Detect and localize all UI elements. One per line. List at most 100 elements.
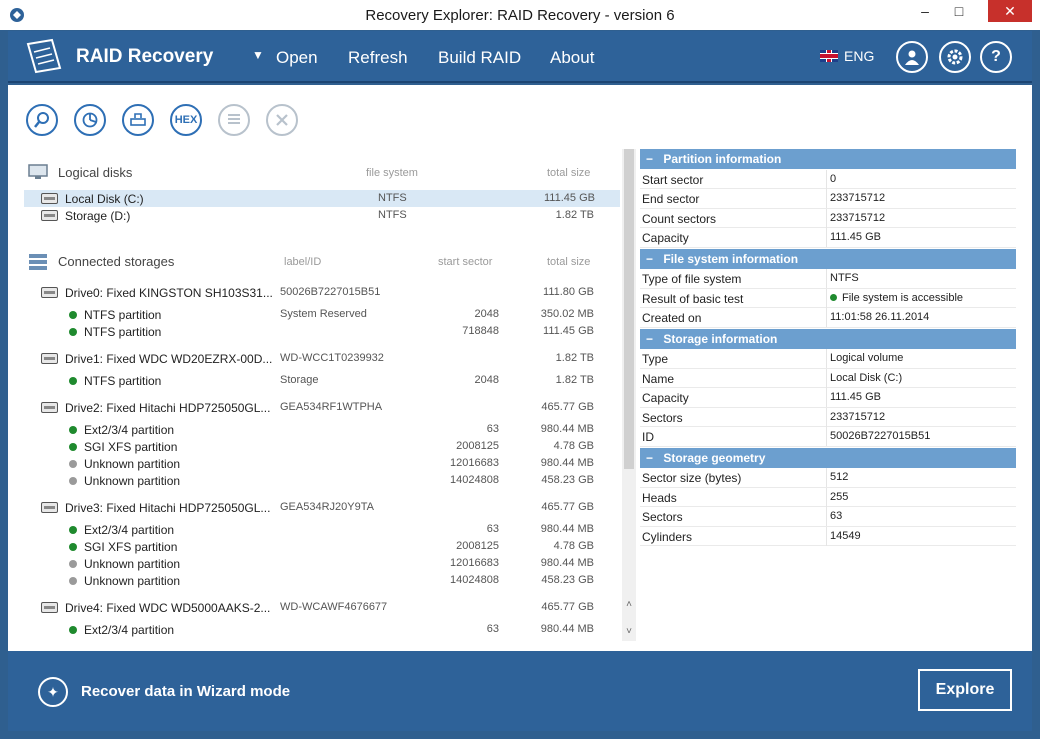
partition-row[interactable]: SGI XFS partition 2008125 4.78 GB [24, 638, 620, 641]
column-divider [826, 208, 827, 228]
col-total-size: total size [547, 167, 591, 179]
partition-row[interactable]: Ext2/3/4 partition 63 980.44 MB [24, 421, 620, 438]
partition-label: System Reserved [280, 308, 367, 320]
partition-name: SGI XFS partition [84, 640, 177, 641]
partition-row[interactable]: NTFS partition 718848 111.45 GB [24, 323, 620, 340]
partition-row[interactable]: NTFS partition System Reserved 2048 350.02 … [24, 306, 620, 323]
info-section-header[interactable]: − Storage information [640, 328, 1016, 349]
list-button[interactable] [218, 104, 250, 136]
partition-row[interactable]: Unknown partition 14024808 458.23 GB [24, 472, 620, 489]
scroll-up-icon[interactable]: ˄ [626, 599, 632, 610]
hex-viewer-button[interactable]: HEX [170, 104, 202, 136]
wizard-mode-link[interactable]: Recover data in Wizard mode [81, 683, 291, 700]
collapse-icon: − [646, 450, 654, 465]
disk-map-button[interactable] [74, 104, 106, 136]
partition-size: 980.44 MB [540, 423, 594, 435]
save-image-button[interactable] [122, 104, 154, 136]
info-row: Count sectors 233715712 [640, 208, 1016, 228]
monitor-icon [28, 164, 48, 179]
info-section-title: File system information [663, 251, 799, 266]
app-icon [10, 8, 24, 22]
drive-id: WD-WCC1T0239932 [280, 352, 384, 364]
cancel-button[interactable] [266, 104, 298, 136]
drive-name: Drive3: Fixed Hitachi HDP725050GL... [65, 501, 271, 515]
partition-row[interactable]: SGI XFS partition 2008125 4.78 GB [24, 538, 620, 555]
scroll-thumb[interactable] [624, 149, 634, 469]
drive-id: WD-WCAWF4676677 [280, 601, 388, 613]
drive-size: 465.77 GB [541, 401, 594, 413]
menu-open[interactable]: Open [276, 48, 318, 67]
maximize-button[interactable]: □ [954, 3, 964, 19]
partition-row[interactable]: Unknown partition 14024808 458.23 GB [24, 572, 620, 589]
info-key: Start sector [642, 172, 704, 187]
drive-row[interactable]: Drive2: Fixed Hitachi HDP725050GL... GEA5… [24, 399, 620, 416]
uk-flag-icon [820, 50, 838, 62]
info-value: Local Disk (C:) [830, 371, 903, 384]
menu-about[interactable]: About [550, 48, 595, 67]
explore-button[interactable]: Explore [918, 669, 1012, 711]
info-key: Count sectors [642, 211, 717, 226]
logical-disk-row[interactable]: Local Disk (C:) NTFS 111.45 GB [24, 190, 620, 207]
language-selector[interactable]: ENG [820, 48, 874, 64]
partition-row[interactable]: Ext2/3/4 partition 63 980.44 MB [24, 521, 620, 538]
column-divider [826, 269, 827, 288]
partition-size: 111.45 GB [543, 325, 594, 337]
column-divider [826, 228, 827, 247]
info-row: Created on 11:01:58 26.11.2014 [640, 308, 1016, 328]
partition-row[interactable]: Unknown partition 12016683 980.44 MB [24, 555, 620, 572]
drive-id: GEA534RJ20Y9TA [280, 501, 374, 513]
menu-dropdown-arrow-icon[interactable]: ▼ [252, 48, 264, 62]
partition-row[interactable]: Unknown partition 12016683 980.44 MB [24, 455, 620, 472]
hard-drive-icon [41, 502, 58, 513]
partition-start-sector: 63 [486, 523, 499, 535]
info-section-header[interactable]: − Storage geometry [640, 447, 1016, 468]
column-divider [826, 349, 827, 368]
help-button[interactable]: ? [980, 41, 1012, 73]
pie-icon [82, 112, 98, 128]
hard-drive-icon [41, 602, 58, 613]
partition-name: Ext2/3/4 partition [84, 623, 175, 637]
partition-status-icon [69, 543, 77, 551]
storage-stack-icon [29, 254, 47, 270]
partition-start-sector: 63 [486, 423, 499, 435]
info-section-header[interactable]: − File system information [640, 248, 1016, 269]
partition-start-sector: 63 [486, 623, 499, 635]
settings-button[interactable] [939, 41, 971, 73]
info-row: Heads 255 [640, 487, 1016, 507]
drive-size: 1.82 TB [555, 352, 594, 364]
menu-refresh[interactable]: Refresh [348, 48, 408, 67]
partition-start-sector: 12016683 [450, 557, 499, 569]
drive-row[interactable]: Drive3: Fixed Hitachi HDP725050GL... GEA5… [24, 499, 620, 516]
left-scrollbar[interactable]: ˄ ˅ [622, 149, 636, 641]
drive-size: 465.77 GB [541, 601, 594, 613]
user-button[interactable] [896, 41, 928, 73]
partition-size: 4.78 GB [553, 540, 594, 552]
drive-row[interactable]: Drive1: Fixed WDC WD20EZRX-00D... WD-WCC1… [24, 350, 620, 367]
menu-build-raid[interactable]: Build RAID [438, 48, 522, 67]
partition-size: 980.44 MB [540, 623, 594, 635]
info-key: End sector [642, 192, 700, 206]
partition-row[interactable]: SGI XFS partition 2008125 4.78 GB [24, 438, 620, 455]
info-value: 233715712 [830, 410, 886, 423]
magic-wand-icon[interactable]: ✦ [38, 677, 68, 707]
drive-row[interactable]: Drive4: Fixed WDC WD5000AAKS-2... WD-WCAW… [24, 599, 620, 616]
partition-status-icon [69, 426, 77, 434]
logical-disk-row[interactable]: Storage (D:) NTFS 1.82 TB [24, 207, 620, 224]
partition-row[interactable]: Ext2/3/4 partition 63 980.44 MB [24, 621, 620, 638]
close-window-button[interactable]: ✕ [988, 0, 1032, 22]
minimize-button[interactable]: – [921, 3, 929, 19]
info-section-header[interactable]: − Partition information [640, 149, 1016, 169]
info-key: Name [642, 371, 675, 386]
scroll-down-icon[interactable]: ˅ [626, 626, 632, 637]
partition-size: 980.44 MB [540, 523, 594, 535]
info-value: 255 [830, 490, 849, 503]
partition-name: Unknown partition [84, 474, 181, 488]
partition-size: 458.23 GB [541, 574, 594, 586]
raid-logo-icon [26, 38, 62, 74]
partition-row[interactable]: NTFS partition Storage 2048 1.82 TB [24, 372, 620, 389]
column-divider [826, 368, 827, 388]
drive-row[interactable]: Drive0: Fixed KINGSTON SH103S31... 50026B… [24, 284, 620, 301]
scan-button[interactable] [26, 104, 58, 136]
info-row: Sectors 63 [640, 507, 1016, 527]
column-divider [826, 169, 827, 189]
